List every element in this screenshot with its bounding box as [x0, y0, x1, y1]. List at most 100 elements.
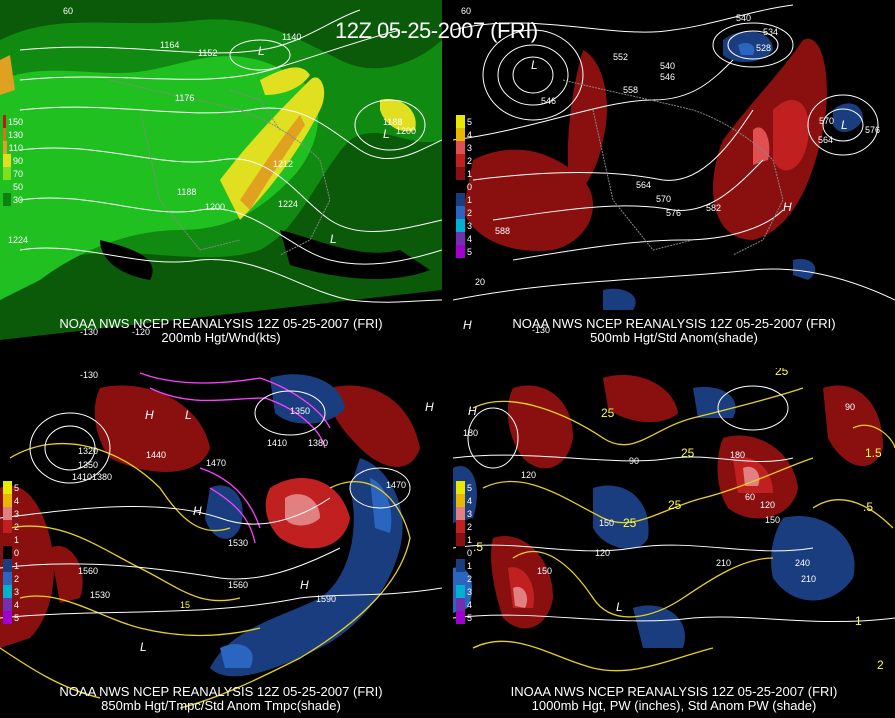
- contour-label: 120: [595, 548, 611, 558]
- legend-item: 3: [456, 507, 476, 520]
- contour-label: 576: [865, 125, 881, 135]
- contour-label: 1224: [8, 235, 29, 245]
- high-pressure-center: H: [193, 504, 202, 518]
- legend-item: 0: [3, 546, 23, 559]
- contour-label: 120: [521, 470, 537, 480]
- legend-item: 5: [3, 611, 23, 624]
- contour-label: 1380: [308, 438, 329, 448]
- contour-label: 25: [668, 498, 682, 512]
- legend-item: 1: [456, 167, 476, 180]
- contour-label: 534: [763, 27, 779, 37]
- legend: 5 4 3 2 1 0 1 2 3 4 5: [3, 481, 23, 624]
- legend-item: 1: [456, 193, 476, 206]
- contour-label: 90: [845, 402, 856, 412]
- contour-label: 180: [463, 428, 479, 438]
- contour-label: 1350: [290, 406, 311, 416]
- contour-label: 552: [613, 52, 629, 62]
- contour-label: 1140: [282, 32, 302, 42]
- legend: 5 4 3 2 1 0 1 2 3 4 5: [456, 115, 476, 258]
- contour-label: 25: [681, 446, 695, 460]
- panel-caption-title: NOAA NWS NCEP REANALYSIS 12Z 05-25-2007 …: [59, 316, 383, 331]
- legend-item: 0: [456, 180, 476, 193]
- legend-item: 3: [456, 585, 476, 598]
- contour-label: 1188: [383, 117, 403, 127]
- contour-label: 1590: [316, 594, 337, 604]
- legend: 5 4 3 2 1 0 1 2 3 4 5: [456, 481, 476, 624]
- panel-caption-subtitle: 1000mb Hgt, PW (inches), Std Anom PW (sh…: [531, 698, 817, 713]
- contour-label: 570: [819, 116, 835, 126]
- contour-label: 1152: [198, 48, 218, 58]
- legend-item: 70: [3, 167, 23, 180]
- legend-item: 5: [456, 245, 476, 258]
- legend-item: 5: [456, 611, 476, 624]
- panel-200mb-map: 150 130 110 90 70 50 30 1164 1152 1140 1…: [0, 0, 442, 350]
- contour-label: 564: [636, 180, 652, 190]
- contour-label: 528: [756, 43, 772, 53]
- contour-label: 1: [855, 614, 862, 628]
- contour-label: 1200: [396, 126, 417, 136]
- contour-label: 1560: [228, 580, 249, 590]
- contour-label: 540: [736, 13, 752, 23]
- panel-1000mb-map: 5 4 3 2 1 0 1 2 3 4 5 25 25 25 25 25 90 …: [453, 368, 895, 718]
- contour-label: 1470: [206, 458, 227, 468]
- contour-label: 1212: [273, 159, 294, 169]
- legend-item: 1: [3, 559, 23, 572]
- legend-item: 2: [456, 154, 476, 167]
- lon-label: -130: [532, 325, 551, 335]
- contour-label: 180: [730, 450, 746, 460]
- lat-label: 20: [475, 277, 486, 287]
- contour-label: 1380: [92, 472, 113, 482]
- lon-label: -120: [132, 327, 151, 337]
- low-pressure-center: L: [383, 127, 390, 141]
- low-pressure-center: L: [140, 640, 147, 654]
- legend-item: 2: [456, 520, 476, 533]
- contour-label: .5: [473, 540, 484, 554]
- contour-label: 240: [795, 558, 811, 568]
- contour-label: 210: [801, 574, 817, 584]
- contour-label: 582: [706, 203, 722, 213]
- contour-label: 546: [541, 96, 557, 106]
- contour-label: 576: [666, 208, 682, 218]
- contour-label: 564: [818, 135, 834, 145]
- legend-item: 90: [3, 154, 23, 167]
- contour-label: 1176: [175, 93, 195, 103]
- high-pressure-center: H: [468, 404, 477, 418]
- legend-item: 130: [3, 128, 23, 141]
- legend-item: 2: [456, 206, 476, 219]
- contour-label: 1164: [160, 40, 180, 50]
- lat-label: 60: [63, 6, 74, 16]
- legend-item: 3: [456, 219, 476, 232]
- legend-item: 3: [3, 585, 23, 598]
- contour-label: 1224: [278, 199, 299, 209]
- contour-label: 150: [765, 515, 781, 525]
- high-pressure-center: H: [425, 400, 434, 414]
- contour-label: 90: [629, 456, 640, 466]
- panel-caption-subtitle: 500mb Hgt/Std Anom(shade): [590, 330, 758, 345]
- contour-label: 1.5: [865, 446, 882, 460]
- legend-item: 2: [456, 572, 476, 585]
- legend-item: 50: [3, 180, 23, 193]
- contour-label: 1530: [90, 590, 111, 600]
- legend-item: 4: [456, 128, 476, 141]
- contour-label: 25: [601, 406, 615, 420]
- legend-item: 30: [3, 193, 23, 206]
- contour-label: 1320: [78, 446, 99, 456]
- contour-label: 1410: [267, 438, 288, 448]
- legend-item: 2: [3, 572, 23, 585]
- low-pressure-center: L: [330, 232, 337, 246]
- legend-item: 3: [456, 141, 476, 154]
- contour-label: 25: [623, 516, 637, 530]
- contour-label: 570: [656, 194, 672, 204]
- panel-850mb-map: 5 4 3 2 1 0 1 2 3 4 5 1320 1350 1410 138…: [0, 368, 442, 718]
- legend-item: 5: [456, 481, 476, 494]
- contour-label: 25: [775, 368, 789, 378]
- legend-item: 5: [3, 481, 23, 494]
- legend-item: 1: [3, 533, 23, 546]
- legend-item: 0: [456, 546, 476, 559]
- panel-caption-title: INOAA NWS NCEP REANALYSIS 12Z 05-25-2007…: [510, 684, 838, 699]
- legend-item: 110: [3, 141, 23, 154]
- high-pressure-center: H: [300, 578, 309, 592]
- contour-label: 588: [495, 226, 511, 236]
- low-pressure-center: L: [841, 118, 848, 132]
- map-500mb-graphic: [453, 4, 895, 310]
